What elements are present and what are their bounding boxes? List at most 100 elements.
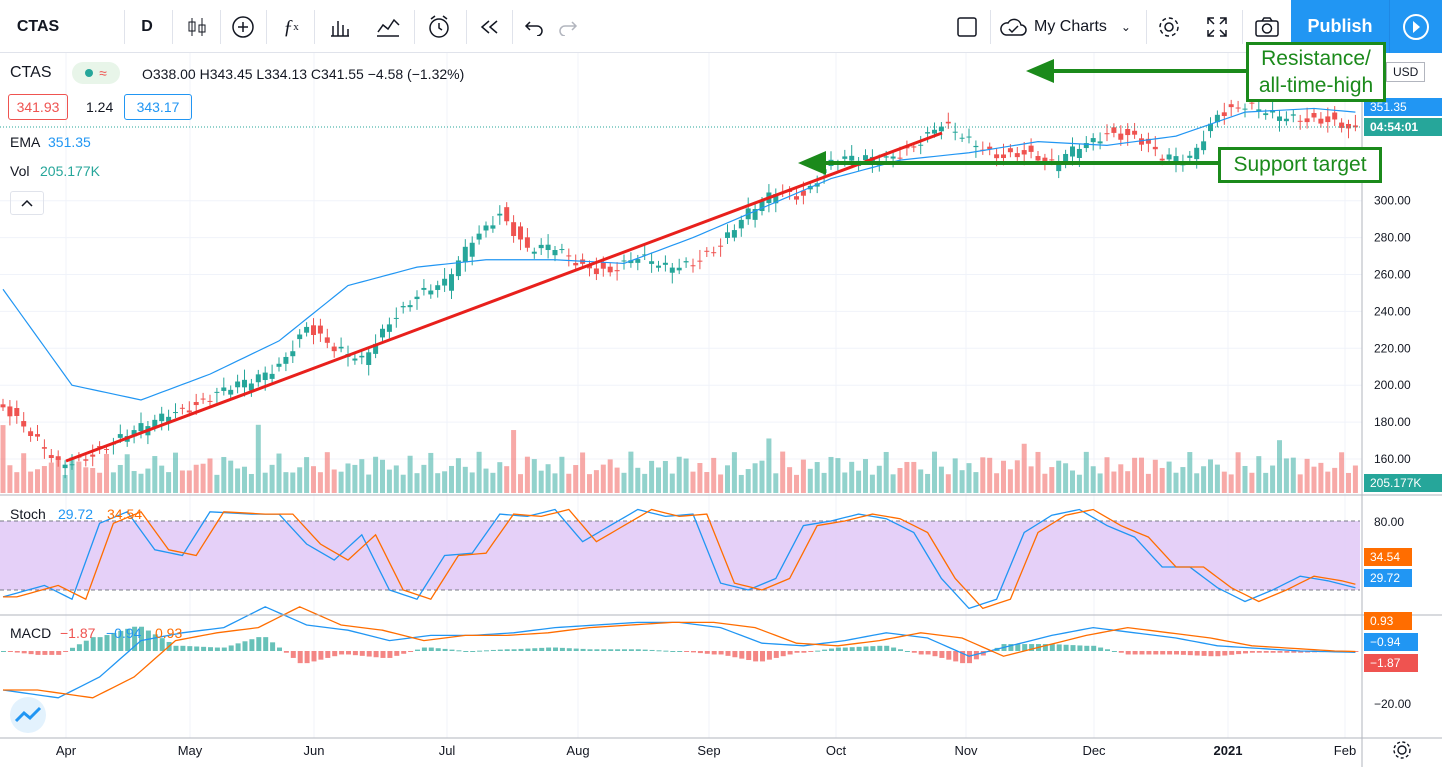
macd-hist-bar xyxy=(56,651,62,655)
volume-bar xyxy=(1076,474,1082,493)
candle-body xyxy=(718,245,724,247)
redo-icon[interactable] xyxy=(552,8,584,46)
settings-gear-icon[interactable] xyxy=(1393,741,1411,759)
volume-bar xyxy=(497,462,503,493)
volume-bar xyxy=(531,459,537,493)
volume-bar xyxy=(124,454,130,493)
volume-bar xyxy=(407,455,413,493)
candle-body xyxy=(442,278,448,286)
chart-area[interactable]: 300.00 280.00 260.00 240.00 220.00 200.00 180.… xyxy=(0,53,1442,767)
volume-bar xyxy=(1070,470,1075,493)
market-status-badge[interactable]: ≈ xyxy=(72,62,120,84)
add-indicator-icon[interactable] xyxy=(226,8,260,46)
candle-body xyxy=(945,121,951,124)
candle-body xyxy=(1208,123,1213,132)
candle-body xyxy=(48,455,54,459)
volume-bar xyxy=(835,458,841,493)
macd-hist-bar xyxy=(801,651,807,653)
candle-body xyxy=(600,262,606,269)
candle-body xyxy=(628,260,634,264)
macd-hist-bar xyxy=(1243,651,1248,654)
volume-bar xyxy=(704,472,710,493)
support-annotation[interactable]: Support target xyxy=(1218,147,1382,183)
annotation-arrows xyxy=(798,59,1246,175)
volume-bar xyxy=(193,464,199,493)
alert-icon[interactable] xyxy=(420,8,460,46)
candle-body xyxy=(773,194,779,204)
fullscreen-icon[interactable] xyxy=(1198,8,1236,46)
candle-body xyxy=(304,326,310,333)
volume-bar xyxy=(21,453,27,493)
replay-icon[interactable] xyxy=(472,8,506,46)
macd-hist-bar xyxy=(1208,651,1214,657)
cloud-icon xyxy=(1000,18,1027,36)
play-icon[interactable] xyxy=(1389,0,1442,53)
volume-bar xyxy=(255,424,261,493)
volume-bar xyxy=(1132,457,1138,493)
vol-legend-value: 205.177K xyxy=(40,163,100,179)
volume-bar xyxy=(683,458,689,493)
camera-icon[interactable] xyxy=(1248,8,1286,46)
layout-icon[interactable] xyxy=(950,8,984,46)
volume-bar xyxy=(1283,458,1289,493)
volume-bar xyxy=(214,474,220,493)
macd-hist-bar xyxy=(594,649,600,651)
interval-button[interactable]: D xyxy=(141,18,153,35)
volume-bar xyxy=(738,474,744,493)
stoch-d-axis-tag: 34.54 xyxy=(1364,548,1412,566)
gear-icon[interactable] xyxy=(1150,8,1188,46)
compare-icon[interactable] xyxy=(368,8,408,46)
macd-hist-bar xyxy=(311,651,317,662)
candle-body xyxy=(607,266,613,273)
macd-hist-bar xyxy=(49,651,55,655)
resistance-annotation[interactable]: Resistance/ all-time-high xyxy=(1246,42,1386,102)
volume-bar xyxy=(773,473,779,493)
candle-body xyxy=(566,255,572,257)
candle-style-icon[interactable] xyxy=(180,8,214,46)
month-tick-label: Jun xyxy=(304,743,325,758)
candle-body xyxy=(331,346,337,352)
volume-bar xyxy=(1180,467,1186,493)
ask-price-box[interactable]: 343.17 xyxy=(124,94,192,120)
macd-hist-bar xyxy=(725,651,731,656)
candle-body xyxy=(449,274,454,291)
candle-body xyxy=(324,337,330,343)
candle-body xyxy=(1283,118,1289,122)
candle-body xyxy=(1111,127,1117,133)
currency-tag[interactable]: USD xyxy=(1386,62,1426,82)
volume-bar xyxy=(987,457,993,493)
macd-hist-bar xyxy=(180,645,186,651)
collapse-legend-button[interactable] xyxy=(10,191,44,215)
volume-bar xyxy=(324,452,330,493)
candle-body xyxy=(725,232,730,238)
symbol-search[interactable]: CTAS xyxy=(16,18,60,35)
macd-hist-bar xyxy=(904,651,910,652)
macd-line-axis-tag: −0.94 xyxy=(1364,633,1418,651)
macd-hist-bar xyxy=(297,651,303,664)
macd-hist-bar xyxy=(346,651,351,655)
volume-bar xyxy=(1325,471,1331,493)
macd-hist-bar xyxy=(1015,644,1021,651)
volume-bar xyxy=(690,471,696,493)
candle-body xyxy=(683,261,689,263)
candle-body xyxy=(518,226,523,240)
volume-bar xyxy=(966,463,972,493)
macd-hist-bar xyxy=(870,646,876,651)
macd-hist-bar xyxy=(1077,645,1083,651)
my-charts-button[interactable]: My Charts ⌄ xyxy=(998,8,1140,46)
macd-hist-bar xyxy=(642,649,648,651)
candle-body xyxy=(421,287,427,290)
volume-bar xyxy=(400,474,406,493)
volume-bar xyxy=(807,468,813,493)
candle-body xyxy=(242,379,247,388)
macd-hist-bar xyxy=(1229,651,1235,655)
volume-bar xyxy=(766,438,772,493)
volume-bar xyxy=(304,457,310,493)
templates-icon[interactable] xyxy=(322,8,358,46)
volume-bar xyxy=(876,465,882,493)
macd-hist-bar xyxy=(359,651,365,656)
bid-price-box[interactable]: 341.93 xyxy=(8,94,68,120)
undo-icon[interactable] xyxy=(518,8,550,46)
candle-body xyxy=(883,156,889,158)
